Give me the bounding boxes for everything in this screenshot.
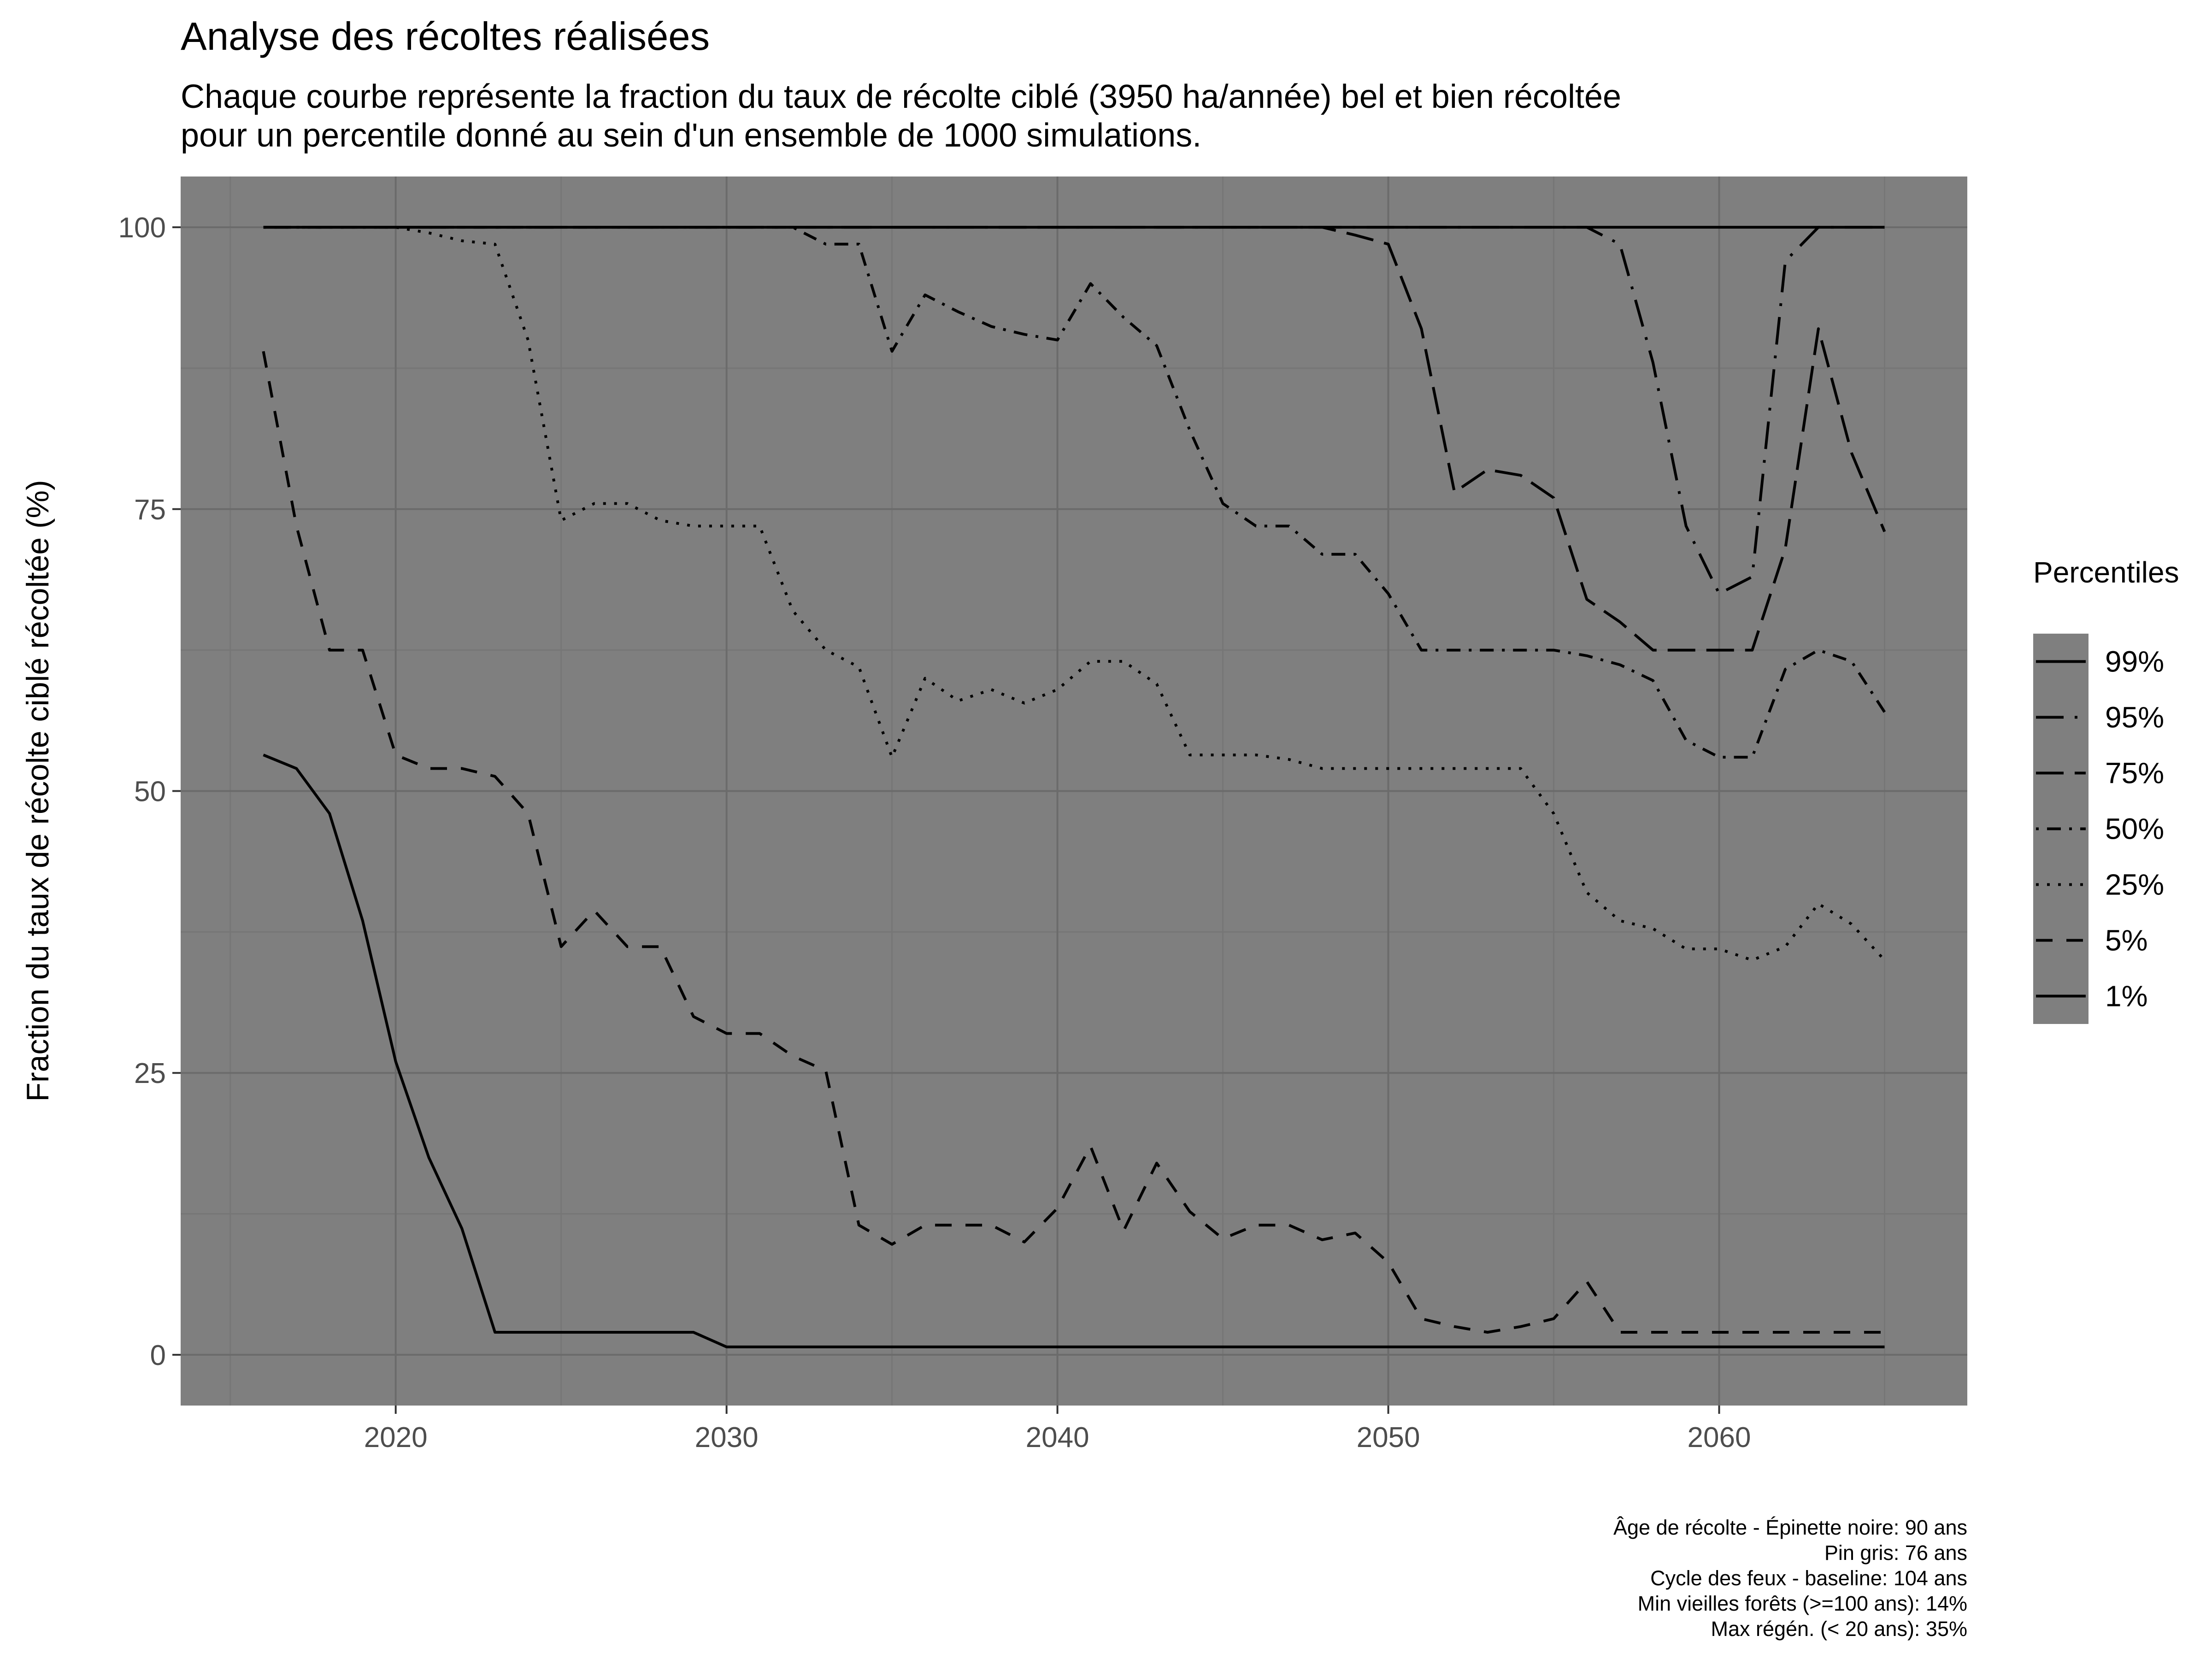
caption-line: Min vieilles forêts (>=100 ans): 14% <box>1638 1592 1967 1615</box>
caption: Âge de récolte - Épinette noire: 90 ansP… <box>1613 1516 1967 1641</box>
y-tick-label: 0 <box>150 1340 166 1371</box>
y-axis: 0 25 50 75 100 <box>118 212 181 1371</box>
legend-label: 1% <box>2105 980 2148 1013</box>
series-lines <box>262 226 1886 1348</box>
y-tick-label: 100 <box>118 212 166 244</box>
series-line-25pct <box>263 226 1886 962</box>
chart-subtitle-line-1: Chaque courbe représente la fraction du … <box>181 78 1621 115</box>
x-axis: 2020 2030 2040 2050 2060 <box>364 1406 1751 1453</box>
legend-label: 50% <box>2105 812 2164 846</box>
legend: 99% 95% 75% 50% 25% 5% 1% <box>2033 634 2164 1024</box>
y-tick-label: 25 <box>134 1058 166 1089</box>
caption-line: Âge de récolte - Épinette noire: 90 ans <box>1613 1516 1967 1539</box>
x-tick-label: 2040 <box>1026 1422 1089 1453</box>
series-line-50pct <box>263 226 1886 759</box>
legend-label: 25% <box>2105 868 2164 901</box>
legend-label: 5% <box>2105 924 2148 957</box>
legend-label: 95% <box>2105 701 2164 734</box>
caption-line: Pin gris: 76 ans <box>1824 1541 1967 1565</box>
x-tick-label: 2050 <box>1357 1422 1420 1453</box>
caption-line: Max régén. (< 20 ans): 35% <box>1711 1617 1967 1641</box>
x-tick-label: 2060 <box>1688 1422 1751 1453</box>
x-tick-label: 2030 <box>695 1422 759 1453</box>
legend-label: 99% <box>2105 645 2164 678</box>
y-axis-title: Fraction du taux de récolte ciblé récolt… <box>20 480 55 1101</box>
series-line-5pct <box>262 351 1885 1334</box>
series-line-75pct <box>263 226 1886 652</box>
y-tick-label: 75 <box>134 494 166 526</box>
legend-label: 75% <box>2105 757 2164 790</box>
caption-line: Cycle des feux - baseline: 104 ans <box>1650 1566 1967 1590</box>
legend-title: Percentiles <box>2033 556 2179 589</box>
chart-title: Analyse des récoltes réalisées <box>181 15 710 59</box>
chart-subtitle-line-2: pour un percentile donné au sein d'un en… <box>181 117 1201 154</box>
x-tick-label: 2020 <box>364 1422 428 1453</box>
y-tick-label: 50 <box>134 776 166 808</box>
series-line-1pct <box>263 753 1885 1348</box>
